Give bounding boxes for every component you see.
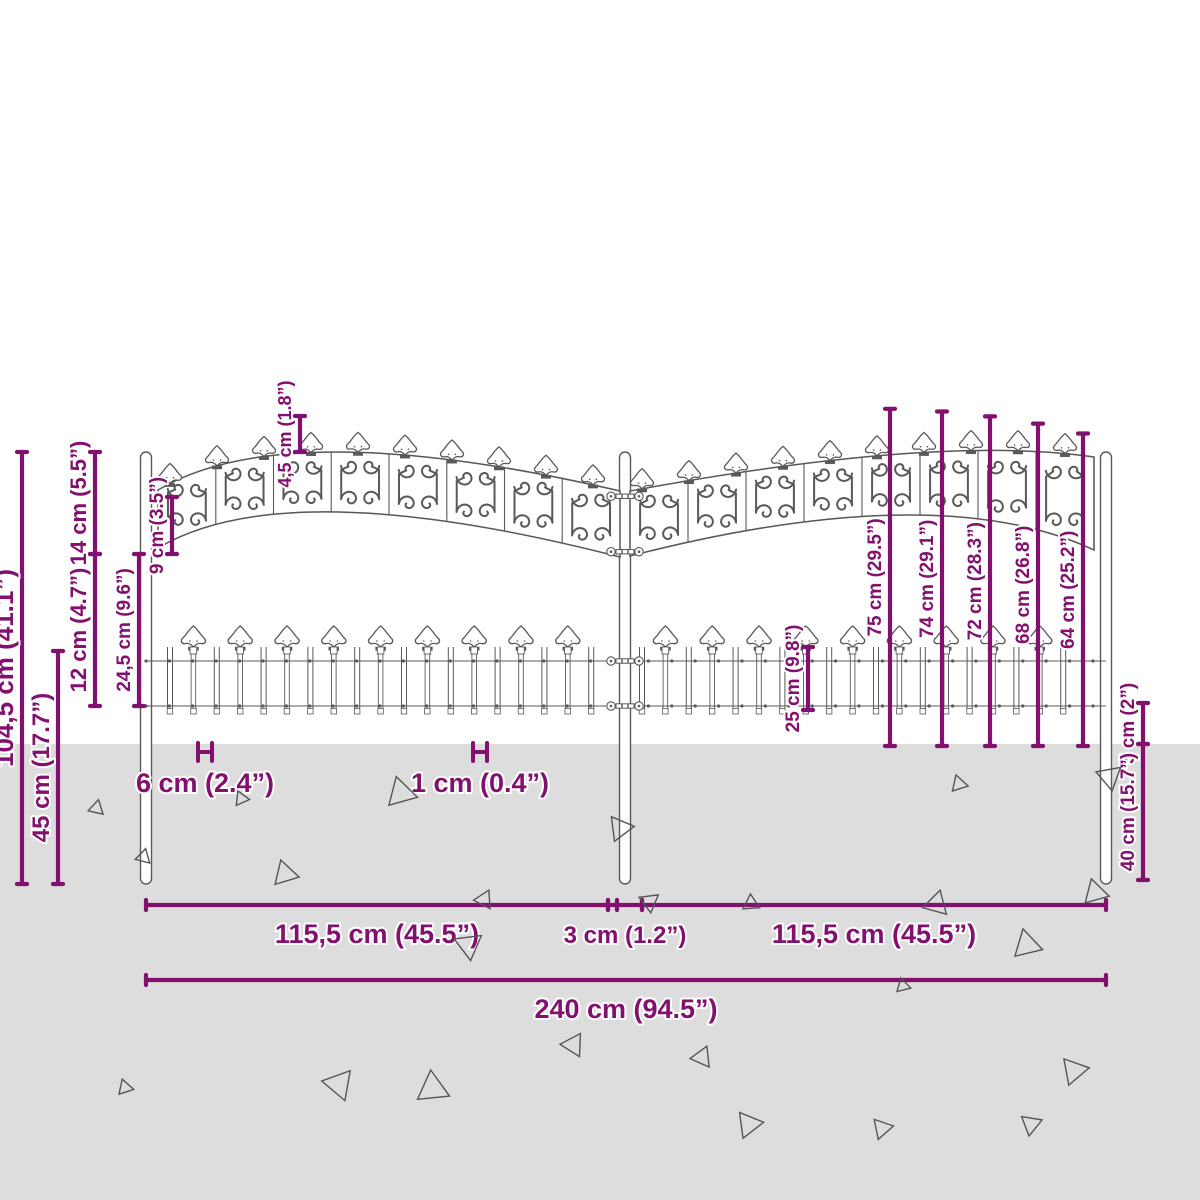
svg-text:240 cm (94.5”): 240 cm (94.5”) (534, 994, 717, 1024)
svg-text:25 cm (9.8”): 25 cm (9.8”) (783, 625, 804, 733)
svg-text:1 cm (0.4”): 1 cm (0.4”) (411, 768, 549, 798)
svg-text:45 cm (17.7”): 45 cm (17.7”) (28, 693, 55, 842)
svg-text:3 cm (1.2”): 3 cm (1.2”) (564, 922, 687, 949)
svg-text:115,5 cm (45.5”): 115,5 cm (45.5”) (772, 919, 976, 949)
svg-text:75 cm (29.5”): 75 cm (29.5”) (865, 518, 886, 636)
svg-text:40 cm (15.7”): 40 cm (15.7”) (1118, 753, 1139, 871)
svg-text:72 cm (28.3”): 72 cm (28.3”) (965, 522, 986, 640)
svg-text:4,5 cm (1.8”): 4,5 cm (1.8”) (275, 380, 295, 487)
svg-text:14 cm (5.5”): 14 cm (5.5”) (66, 441, 91, 566)
svg-text:115,5 cm (45.5”): 115,5 cm (45.5”) (275, 919, 479, 949)
svg-text:68 cm (26.8”): 68 cm (26.8”) (1013, 526, 1034, 644)
svg-text:74 cm (29.1”): 74 cm (29.1”) (917, 520, 938, 638)
svg-text:6 cm (2.4”): 6 cm (2.4”) (136, 768, 274, 798)
svg-text:104,5 cm (41.1”): 104,5 cm (41.1”) (0, 569, 19, 767)
svg-text:12 cm (4.7”): 12 cm (4.7”) (66, 568, 91, 693)
svg-text:9 cm (3.5”): 9 cm (3.5”) (147, 477, 168, 574)
svg-text:5 cm (2”): 5 cm (2”) (1118, 683, 1139, 764)
svg-text:64 cm (25.2”): 64 cm (25.2”) (1058, 531, 1079, 649)
svg-text:24,5 cm (9.6”): 24,5 cm (9.6”) (114, 568, 135, 692)
